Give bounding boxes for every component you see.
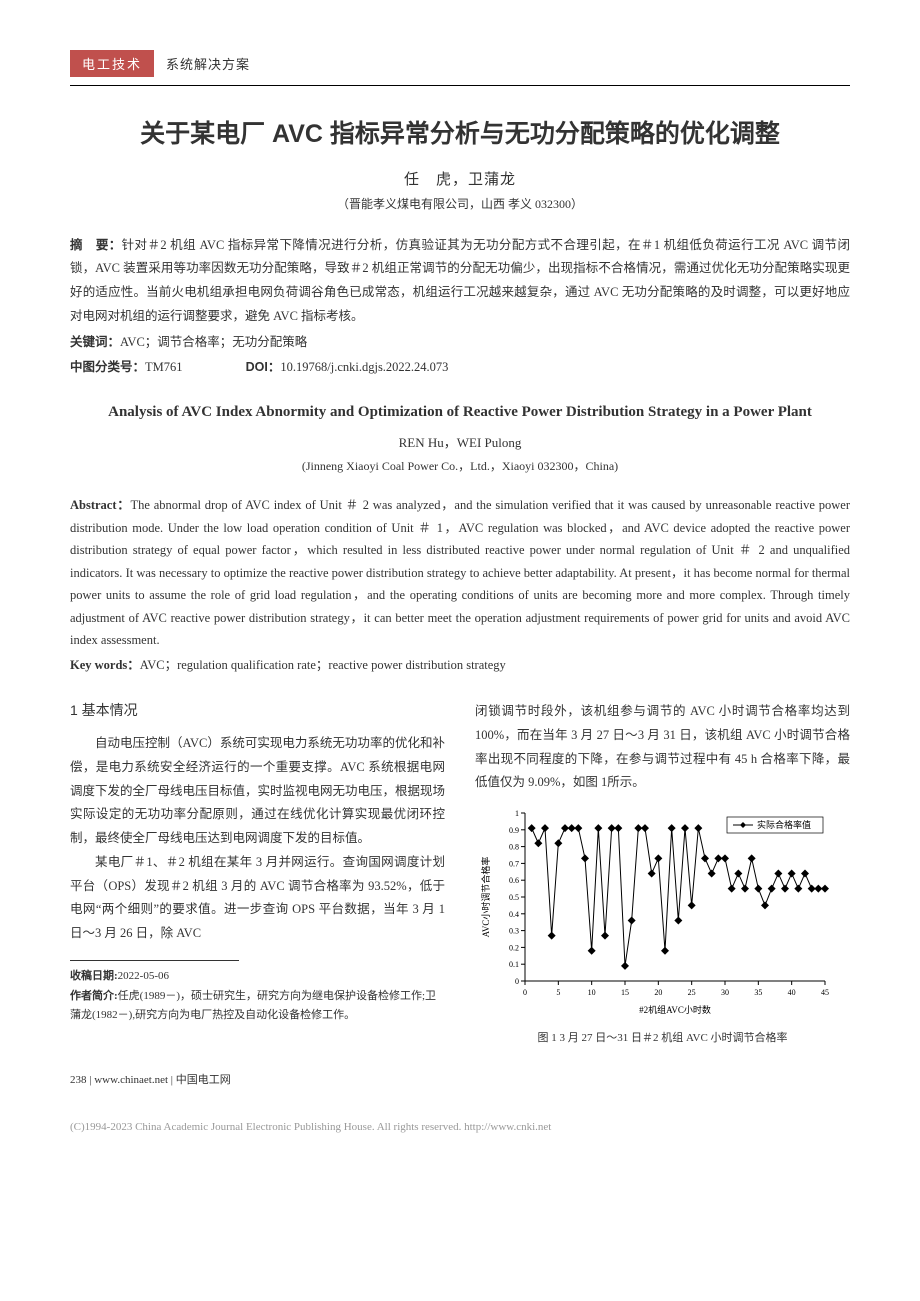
svg-text:0.8: 0.8	[509, 843, 519, 852]
svg-text:0.7: 0.7	[509, 859, 519, 868]
affiliation-chinese: （晋能孝义煤电有限公司，山西 孝义 032300）	[70, 195, 850, 212]
author-bio: 任虎(1989－)，硕士研究生，研究方向为继电保护设备检修工作;卫蒲龙(1982…	[70, 990, 436, 1022]
keywords-cn-text: AVC；调节合格率；无功分配策略	[120, 335, 307, 349]
left-column: 1 基本情况 自动电压控制（AVC）系统可实现电力系统无功功率的优化和补偿，是电…	[70, 700, 445, 1045]
right-column: 闭锁调节时段外，该机组参与调节的 AVC 小时调节合格率均达到 100%，而在当…	[475, 700, 850, 1045]
abstract-cn-text: 针对＃2 机组 AVC 指标异常下降情况进行分析，仿真验证其为无功分配方式不合理…	[70, 238, 850, 323]
svg-text:0.3: 0.3	[509, 927, 519, 936]
svg-text:25: 25	[688, 988, 696, 997]
classnum-label: 中图分类号：	[70, 360, 145, 374]
keywords-en-label: Key words：	[70, 658, 140, 672]
footer-site: www.chinaet.net	[94, 1074, 168, 1086]
authors-english: REN Hu，WEI Pulong	[70, 432, 850, 451]
figure-1: 00.10.20.30.40.50.60.70.80.9105101520253…	[475, 799, 850, 1045]
keywords-cn-label: 关键词：	[70, 335, 120, 349]
footnote-block: 收稿日期:2022-05-06 作者简介:任虎(1989－)，硕士研究生，研究方…	[70, 967, 445, 1026]
figure-1-chart: 00.10.20.30.40.50.60.70.80.9105101520253…	[475, 799, 835, 1019]
subcategory-label: 系统解决方案	[166, 54, 250, 73]
svg-text:0: 0	[523, 988, 527, 997]
authors-chinese: 任 虎，卫蒲龙	[70, 168, 850, 189]
title-chinese: 关于某电厂 AVC 指标异常分析与无功分配策略的优化调整	[70, 116, 850, 154]
doi-label: DOI：	[246, 360, 281, 374]
svg-text:35: 35	[754, 988, 762, 997]
svg-text:#2机组AVC小时数: #2机组AVC小时数	[639, 1004, 711, 1015]
svg-text:30: 30	[721, 988, 729, 997]
abstract-en-label: Abstract：	[70, 498, 130, 512]
svg-text:0.2: 0.2	[509, 943, 519, 952]
figure-1-caption: 图 1 3 月 27 日～31 日＃2 机组 AVC 小时调节合格率	[475, 1029, 850, 1045]
keywords-chinese: 关键词：AVC；调节合格率；无功分配策略	[70, 331, 850, 355]
keywords-english: Key words：AVC；regulation qualification r…	[70, 654, 850, 677]
classnum-value: TM761	[145, 360, 183, 374]
page-number: 238	[70, 1074, 87, 1086]
author-bio-label: 作者简介:	[70, 990, 118, 1002]
classification-line: 中图分类号：TM761 DOI：10.19768/j.cnki.dgjs.202…	[70, 356, 850, 380]
title-english: Analysis of AVC Index Abnormity and Opti…	[70, 400, 850, 424]
svg-text:AVC小时调节合格率: AVC小时调节合格率	[480, 857, 491, 938]
svg-text:20: 20	[654, 988, 662, 997]
received-date: 2022-05-06	[118, 970, 169, 982]
keywords-en-text: AVC；regulation qualification rate；reacti…	[140, 658, 506, 672]
abstract-chinese: 摘 要：针对＃2 机组 AVC 指标异常下降情况进行分析，仿真验证其为无功分配方…	[70, 234, 850, 329]
svg-text:40: 40	[788, 988, 796, 997]
body-columns: 1 基本情况 自动电压控制（AVC）系统可实现电力系统无功功率的优化和补偿，是电…	[70, 700, 850, 1045]
svg-text:0.9: 0.9	[509, 826, 519, 835]
section-1-para-1: 自动电压控制（AVC）系统可实现电力系统无功功率的优化和补偿，是电力系统安全经济…	[70, 732, 445, 851]
svg-text:0: 0	[515, 977, 519, 986]
doi-value: 10.19768/j.cnki.dgjs.2022.24.073	[280, 360, 448, 374]
svg-text:5: 5	[556, 988, 560, 997]
svg-text:10: 10	[588, 988, 596, 997]
page-footer: 238 | www.chinaet.net | 中国电工网	[70, 1071, 850, 1087]
svg-text:0.4: 0.4	[509, 910, 519, 919]
abstract-english: Abstract：The abnormal drop of AVC index …	[70, 494, 850, 652]
svg-text:1: 1	[515, 809, 519, 818]
svg-text:实际合格率值: 实际合格率值	[757, 819, 811, 830]
copyright-line: (C)1994-2023 China Academic Journal Elec…	[70, 1121, 850, 1133]
journal-header: 电工技术 系统解决方案	[70, 50, 850, 77]
received-date-label: 收稿日期:	[70, 970, 118, 982]
svg-text:0.6: 0.6	[509, 876, 519, 885]
affiliation-english: (Jinneng Xiaoyi Coal Power Co.，Ltd.，Xiao…	[70, 457, 850, 474]
abstract-cn-label: 摘 要：	[70, 238, 122, 252]
footer-brand: 中国电工网	[176, 1074, 231, 1086]
footnote-rule	[70, 960, 239, 961]
abstract-en-text: The abnormal drop of AVC index of Unit ＃…	[70, 498, 850, 647]
section-1-para-2: 某电厂＃1、＃2 机组在某年 3 月并网运行。查询国网调度计划平台（OPS）发现…	[70, 851, 445, 946]
section-1-heading: 1 基本情况	[70, 700, 445, 720]
svg-text:15: 15	[621, 988, 629, 997]
category-badge: 电工技术	[70, 50, 154, 77]
svg-text:0.5: 0.5	[509, 893, 519, 902]
svg-text:45: 45	[821, 988, 829, 997]
svg-text:0.1: 0.1	[509, 960, 519, 969]
section-1-para-3: 闭锁调节时段外，该机组参与调节的 AVC 小时调节合格率均达到 100%，而在当…	[475, 700, 850, 795]
header-rule	[70, 85, 850, 86]
